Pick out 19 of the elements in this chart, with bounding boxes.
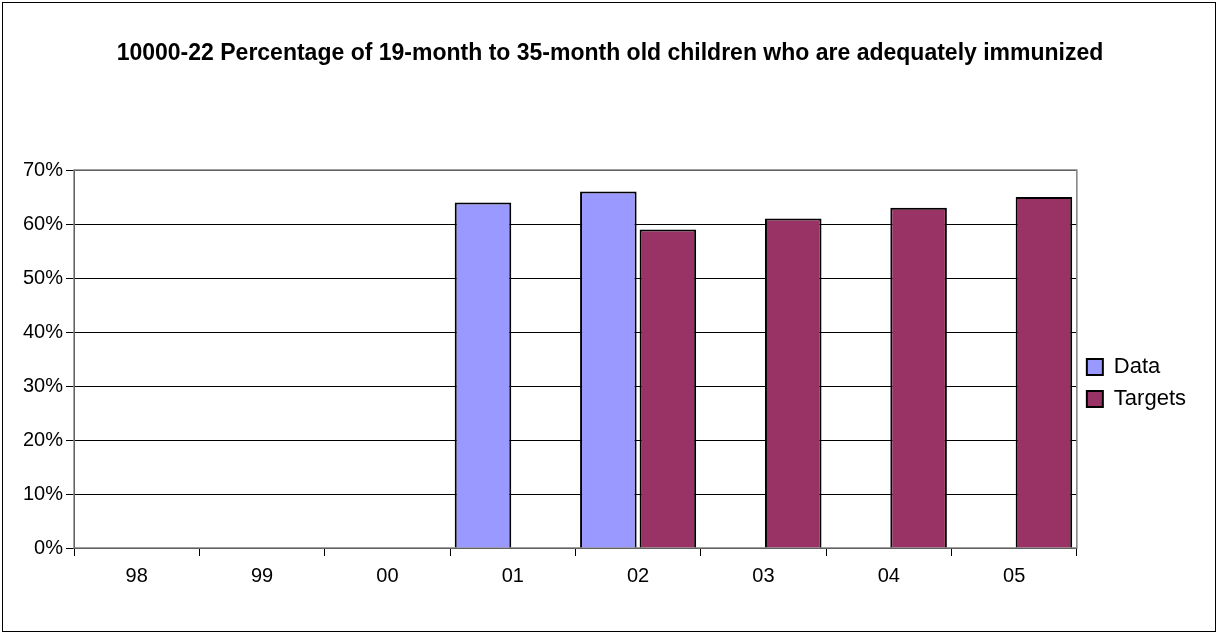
y-tick-label: 0% (34, 535, 64, 558)
x-tick-label: 01 (501, 563, 524, 586)
legend-label: Data (1113, 353, 1162, 379)
y-tick-label: 40% (23, 319, 64, 342)
x-tick-label: 04 (877, 563, 900, 586)
y-tick-label: 60% (23, 211, 64, 234)
x-tick-label: 99 (250, 563, 274, 586)
chart-title: 10000-22 Percentage of 19-month to 35-month old children who are adequately immunized (116, 38, 1104, 67)
y-tick-label: 10% (23, 481, 64, 504)
x-tick-label: 00 (376, 563, 399, 586)
y-tick-label: 30% (23, 373, 64, 396)
y-tick-label: 20% (23, 427, 64, 450)
y-tick-label: 70% (23, 157, 64, 180)
x-tick-label: 05 (1003, 563, 1026, 586)
legend-label: Targets (1113, 385, 1187, 411)
y-tick-label: 50% (23, 265, 64, 288)
x-tick-label: 03 (752, 563, 775, 586)
x-tick-label: 02 (626, 563, 650, 586)
x-tick-label: 98 (125, 563, 148, 586)
